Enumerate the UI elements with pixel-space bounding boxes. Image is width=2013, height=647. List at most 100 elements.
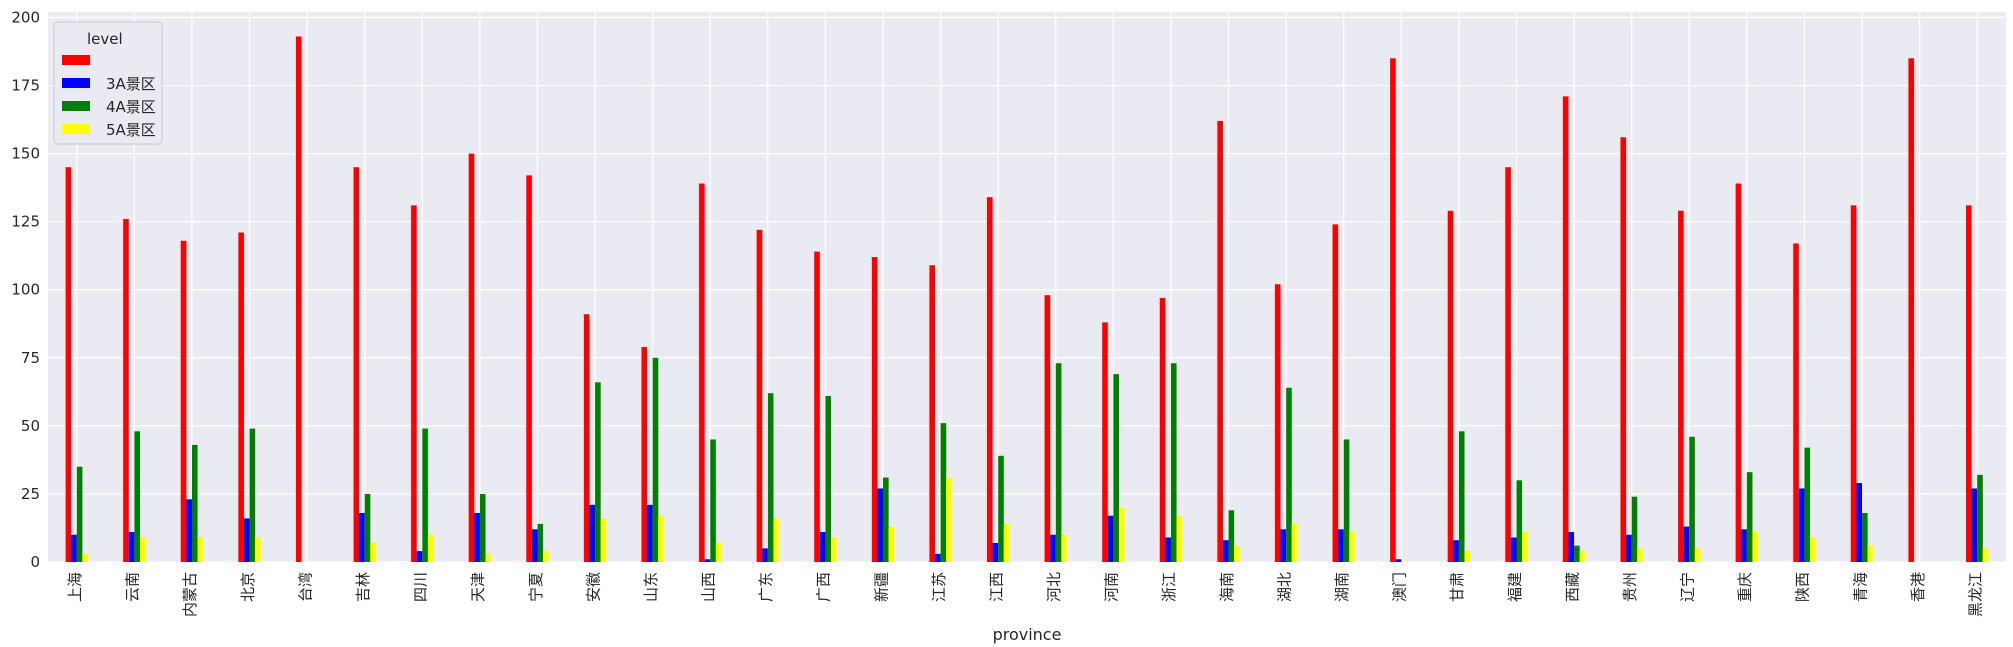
bar <box>1562 96 1569 562</box>
y-tick-label: 125 <box>11 213 40 231</box>
bar <box>249 428 256 562</box>
bar <box>1464 551 1471 562</box>
y-tick-label: 100 <box>11 281 40 299</box>
bar <box>1055 363 1062 562</box>
bar <box>474 512 480 562</box>
bar <box>531 529 538 562</box>
bar <box>1694 548 1701 562</box>
bar <box>1458 431 1465 562</box>
bar <box>1332 224 1339 563</box>
bar <box>1867 545 1874 562</box>
bar <box>1810 537 1816 562</box>
bar <box>715 542 722 562</box>
bar <box>710 439 716 562</box>
bar <box>1793 243 1799 562</box>
x-tick-label: 香港 <box>1909 572 1927 602</box>
bar <box>1061 534 1067 562</box>
y-tick-label: 25 <box>21 485 40 503</box>
bar <box>1228 510 1235 562</box>
bar <box>123 218 129 562</box>
x-tick-label: 西藏 <box>1563 572 1581 602</box>
x-tick-label: 新疆 <box>872 572 890 602</box>
y-tick-label: 150 <box>11 145 40 163</box>
bar <box>139 537 146 562</box>
legend-swatch-0 <box>62 55 90 65</box>
x-tick-label: 陕西 <box>1794 572 1812 602</box>
bar <box>658 515 664 562</box>
bar <box>1982 548 1989 562</box>
bar <box>987 197 993 563</box>
bar <box>992 542 999 562</box>
bar <box>1752 532 1759 562</box>
bar <box>416 551 423 562</box>
legend-box <box>53 21 163 145</box>
bar <box>1631 496 1638 562</box>
legend-label-3: 5A景区 <box>106 121 156 139</box>
bar <box>814 251 820 563</box>
bar <box>641 346 648 562</box>
bar <box>831 537 837 562</box>
bar <box>1798 488 1805 562</box>
bar <box>180 240 187 562</box>
bar <box>595 382 601 562</box>
bar <box>647 504 653 562</box>
x-tick-label: 内蒙古 <box>181 572 199 617</box>
legend-swatch-3 <box>62 124 90 134</box>
bar <box>65 167 72 563</box>
bar <box>359 512 365 562</box>
bar <box>1620 137 1627 562</box>
legend: level 3A景区 4A景区 5A景区 <box>53 21 163 145</box>
x-tick-label: 辽宁 <box>1679 572 1697 602</box>
x-tick-label: 河北 <box>1045 572 1063 602</box>
bar <box>819 532 826 562</box>
bar <box>589 504 596 562</box>
bar <box>1291 523 1298 562</box>
bar <box>255 537 261 562</box>
bar <box>353 167 360 563</box>
bar <box>946 477 952 562</box>
bar <box>364 493 371 562</box>
bar <box>1453 540 1459 562</box>
bar <box>1516 480 1523 562</box>
bar <box>773 518 780 562</box>
y-tick-label: 50 <box>21 417 40 435</box>
bars-group <box>65 36 1989 563</box>
bar <box>295 36 302 563</box>
x-tick-label: 北京 <box>239 572 257 602</box>
x-tick-label: 江西 <box>987 572 1005 602</box>
bar <box>1165 537 1171 562</box>
bar <box>1850 205 1857 562</box>
bar <box>71 534 77 562</box>
bar <box>1003 523 1010 562</box>
bar <box>526 175 532 562</box>
bar <box>1735 183 1742 562</box>
bar <box>1626 534 1632 562</box>
bar <box>1274 284 1281 562</box>
x-tick-label: 江苏 <box>930 572 948 602</box>
x-tick-label: 上海 <box>66 572 84 602</box>
bar <box>756 229 763 562</box>
x-tick-label: 湖北 <box>1275 572 1293 602</box>
bar <box>1746 472 1753 562</box>
legend-label-1: 3A景区 <box>106 75 156 93</box>
bar <box>1579 551 1586 562</box>
bar <box>1176 515 1183 562</box>
x-tick-label: 云南 <box>124 572 142 602</box>
x-tick-label: 青海 <box>1851 572 1869 602</box>
x-tick-label: 湖南 <box>1333 572 1351 602</box>
bar <box>238 232 244 562</box>
bar <box>1050 534 1056 562</box>
plot-area <box>48 12 2006 562</box>
x-tick-label: 天津 <box>469 572 487 602</box>
bar <box>871 257 878 562</box>
bar <box>1102 322 1108 562</box>
bar <box>1966 205 1972 562</box>
bar <box>485 553 492 562</box>
y-axis-ticks: 0 25 50 75 100 125 150 175 200 <box>11 8 40 571</box>
bar <box>1170 363 1177 562</box>
bar <box>1637 548 1643 562</box>
bar <box>543 551 549 562</box>
bar <box>1977 474 1983 562</box>
bar <box>1510 537 1517 562</box>
